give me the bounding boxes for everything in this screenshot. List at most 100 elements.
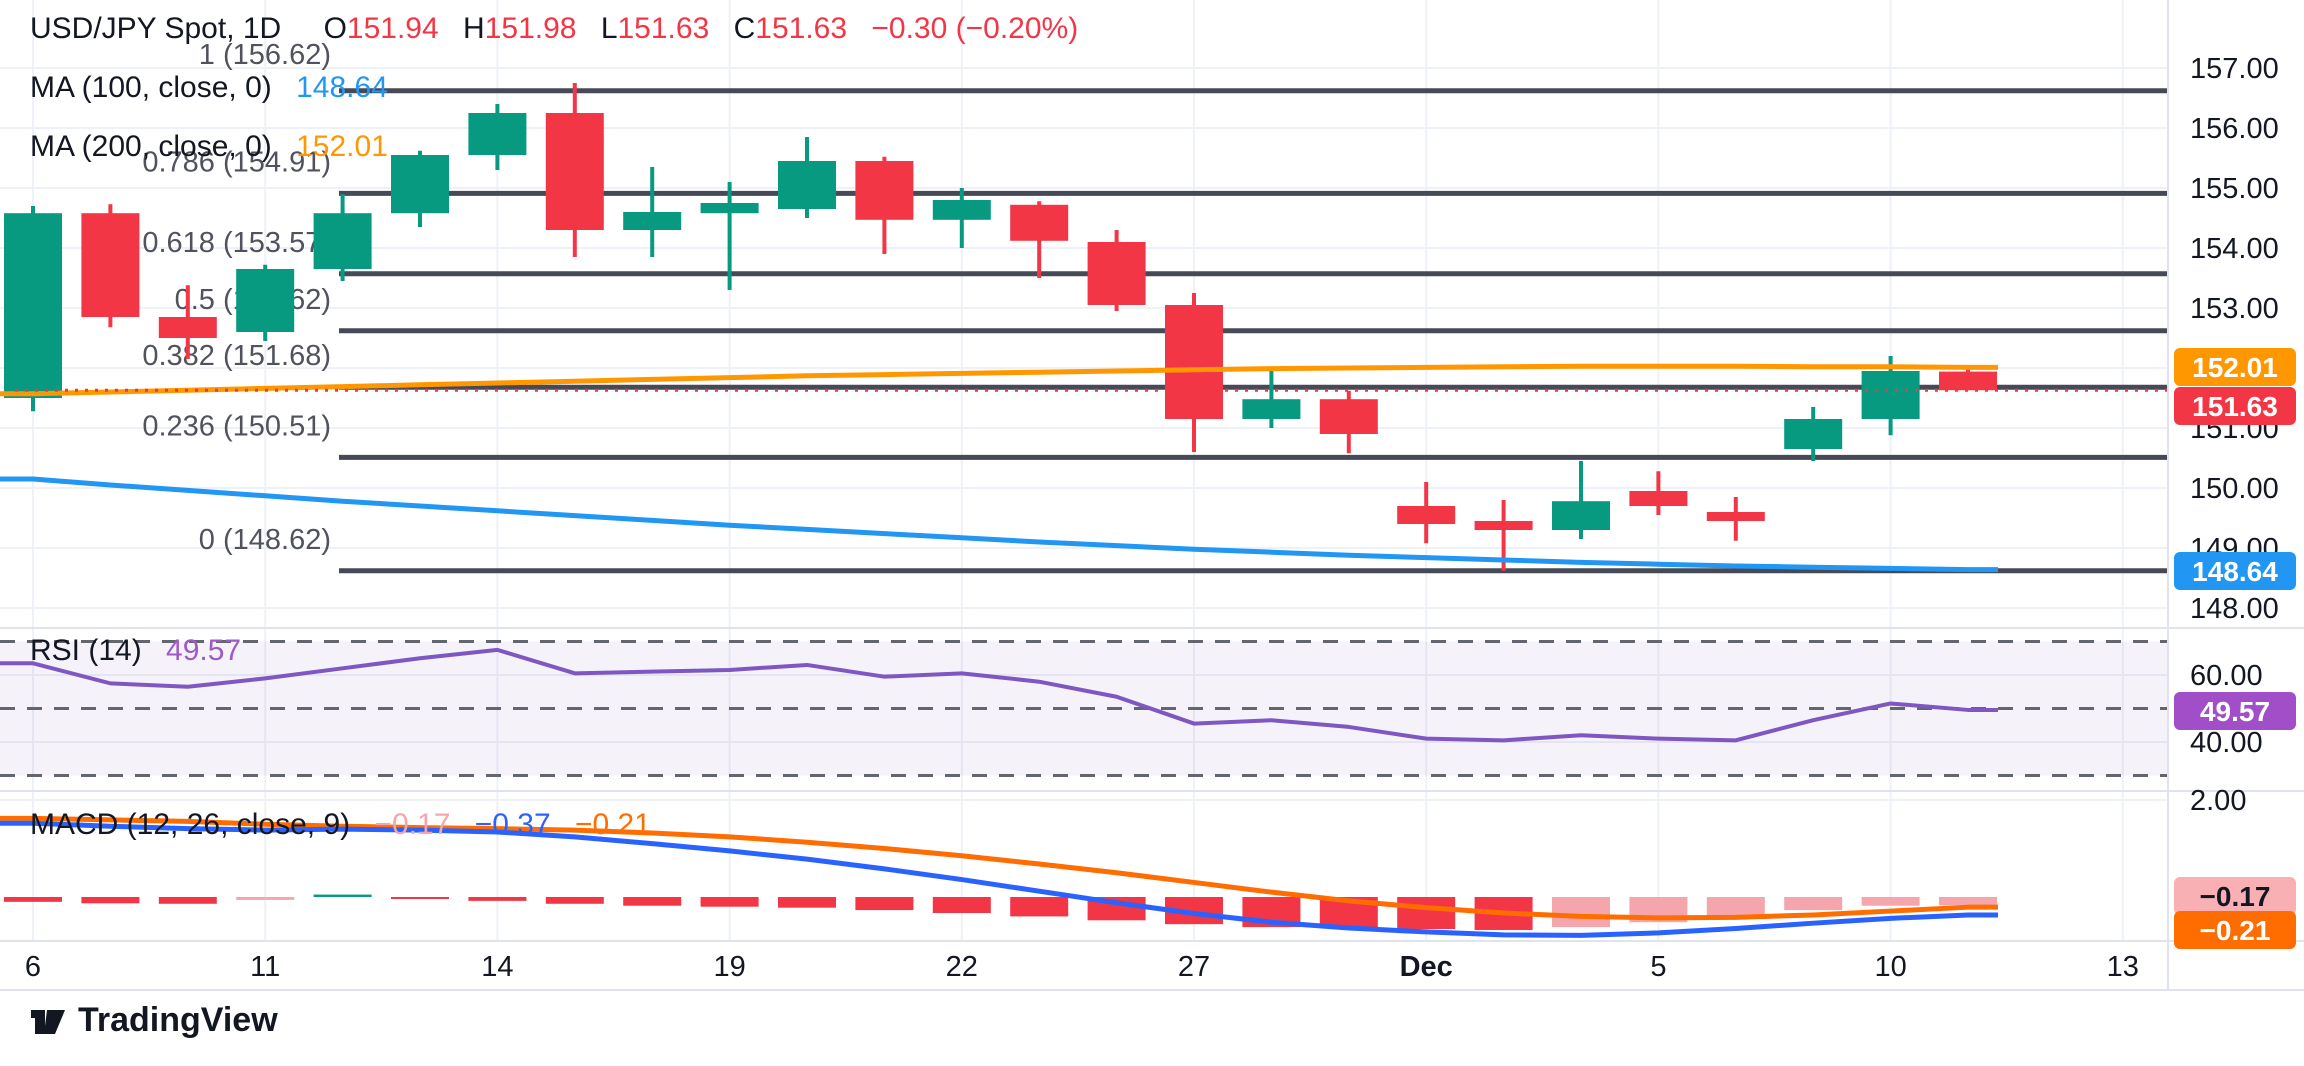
candle[interactable]	[1165, 293, 1223, 452]
svg-text:Dec: Dec	[1400, 951, 1453, 983]
macd-label[interactable]: MACD (12, 26, close, 9)	[30, 808, 351, 841]
svg-text:156.00: 156.00	[2190, 113, 2279, 145]
tradingview-logo-icon	[31, 1010, 65, 1034]
macd-histogram[interactable]	[4, 894, 1997, 930]
change-value: −0.30 (−0.20%)	[871, 12, 1079, 45]
candle[interactable]	[932, 188, 991, 248]
svg-text:5: 5	[1650, 951, 1666, 983]
svg-text:148.64: 148.64	[2192, 556, 2278, 587]
ma-200-line[interactable]	[0, 363, 1998, 397]
candle[interactable]	[1087, 230, 1146, 311]
candle[interactable]	[313, 194, 372, 281]
svg-text:40.00: 40.00	[2190, 727, 2263, 759]
svg-text:27: 27	[1178, 951, 1210, 983]
last-price-badge: 151.63	[2174, 387, 2296, 425]
open-value: 151.94	[346, 12, 439, 45]
candle[interactable]	[1706, 497, 1765, 541]
macd-line-value: −0.37	[474, 808, 551, 841]
svg-text:151.63: 151.63	[2192, 391, 2278, 422]
svg-text:0.786 (154.91): 0.786 (154.91)	[142, 146, 331, 178]
macd-line[interactable]	[0, 820, 1998, 938]
svg-text:150.00: 150.00	[2190, 473, 2279, 505]
rsi-value: 49.57	[166, 634, 242, 667]
low-value: 151.63	[617, 12, 710, 45]
macd-legend-row[interactable]: MACD (12, 26, close, 9) −0.17 −0.37 −0.2…	[30, 808, 651, 842]
candle[interactable]	[1010, 201, 1069, 278]
symbol-title[interactable]: USD/JPY Spot, 1D	[30, 12, 282, 45]
svg-text:154.00: 154.00	[2190, 233, 2279, 265]
symbol-legend-row[interactable]: USD/JPY Spot, 1D O151.94 H151.98 L151.63…	[30, 12, 1078, 46]
tradingview-logo-text: TradingView	[78, 1000, 278, 1039]
svg-text:157.00: 157.00	[2190, 53, 2279, 85]
svg-text:0.236 (150.51): 0.236 (150.51)	[142, 410, 331, 442]
macd-hist-badge: −0.17	[2174, 877, 2296, 915]
svg-text:19: 19	[713, 951, 745, 983]
ma200-label[interactable]: MA (200, close, 0)	[30, 130, 272, 163]
candle[interactable]	[391, 150, 449, 227]
rsi-legend-row[interactable]: RSI (14) 49.57	[30, 634, 241, 668]
candle[interactable]	[1629, 471, 1688, 515]
time-axis[interactable]: 6 11 14 19 22 27 Dec 5 10 13	[25, 951, 2139, 983]
macd-signal-value: −0.21	[575, 808, 651, 841]
macd-signal-badge: −0.21	[2174, 911, 2296, 949]
svg-text:−0.17: −0.17	[2200, 881, 2271, 912]
svg-text:0.618 (153.57): 0.618 (153.57)	[142, 227, 331, 259]
ma-100-line[interactable]	[0, 476, 1998, 573]
candle[interactable]	[158, 285, 217, 359]
svg-text:11: 11	[250, 951, 280, 983]
price-axis[interactable]: 157.00156.00155.00154.00153.00151.00150.…	[2190, 53, 2279, 817]
rsi-line[interactable]	[0, 647, 1998, 743]
svg-text:1 (156.62): 1 (156.62)	[199, 39, 331, 71]
ma200-price-badge: 152.01	[2174, 348, 2296, 386]
ma200-value: 152.01	[296, 130, 388, 163]
candle[interactable]	[855, 156, 914, 254]
candle[interactable]	[778, 137, 836, 218]
svg-text:0.382 (151.68): 0.382 (151.68)	[142, 340, 331, 372]
candle[interactable]	[1319, 390, 1378, 454]
ma100-label[interactable]: MA (100, close, 0)	[30, 71, 272, 104]
fib-retracement[interactable]: 1 (156.62) 0.786 (154.91) 0.618 (153.57) 0.…	[142, 39, 2168, 574]
low-label: L	[600, 12, 618, 45]
ma100-legend-row[interactable]: MA (100, close, 0) 148.64	[30, 71, 388, 105]
svg-text:155.00: 155.00	[2190, 173, 2279, 205]
candlestick-series[interactable]	[4, 83, 1997, 571]
svg-text:60.00: 60.00	[2190, 660, 2263, 692]
svg-text:49.57: 49.57	[2200, 696, 2270, 727]
candle[interactable]	[1784, 407, 1843, 461]
candle[interactable]	[700, 182, 759, 290]
tradingview-logo[interactable]: TradingView	[28, 1000, 278, 1040]
svg-text:14: 14	[481, 951, 513, 983]
candle[interactable]	[1397, 482, 1456, 544]
candle[interactable]	[623, 167, 682, 257]
svg-text:6: 6	[25, 951, 41, 983]
candle[interactable]	[1939, 369, 1997, 391]
candle[interactable]	[1861, 356, 1920, 436]
candle[interactable]	[1552, 461, 1610, 539]
svg-text:148.00: 148.00	[2190, 593, 2279, 625]
open-label: O	[323, 12, 347, 45]
svg-text:22: 22	[946, 951, 978, 983]
candle[interactable]	[236, 264, 295, 341]
candle[interactable]	[1242, 369, 1301, 428]
ma200-legend-row[interactable]: MA (200, close, 0) 152.01	[30, 130, 388, 164]
candle[interactable]	[545, 83, 604, 257]
price-gridlines	[0, 67, 2168, 801]
high-value: 151.98	[484, 12, 577, 45]
svg-text:152.01: 152.01	[2192, 352, 2278, 383]
svg-text:2.00: 2.00	[2190, 785, 2246, 817]
rsi-value-badge: 49.57	[2174, 692, 2296, 730]
candle[interactable]	[468, 104, 527, 170]
high-label: H	[463, 12, 485, 45]
macd-signal-line[interactable]	[0, 815, 1998, 921]
ma100-price-badge: 148.64	[2174, 552, 2296, 590]
candle[interactable]	[4, 206, 62, 412]
candle[interactable]	[81, 204, 140, 328]
svg-text:13: 13	[2107, 951, 2139, 983]
close-label: C	[733, 12, 756, 45]
svg-text:153.00: 153.00	[2190, 293, 2279, 325]
close-value: 151.63	[755, 12, 848, 45]
rsi-label[interactable]: RSI (14)	[30, 634, 142, 667]
macd-hist-value: −0.17	[374, 808, 451, 841]
